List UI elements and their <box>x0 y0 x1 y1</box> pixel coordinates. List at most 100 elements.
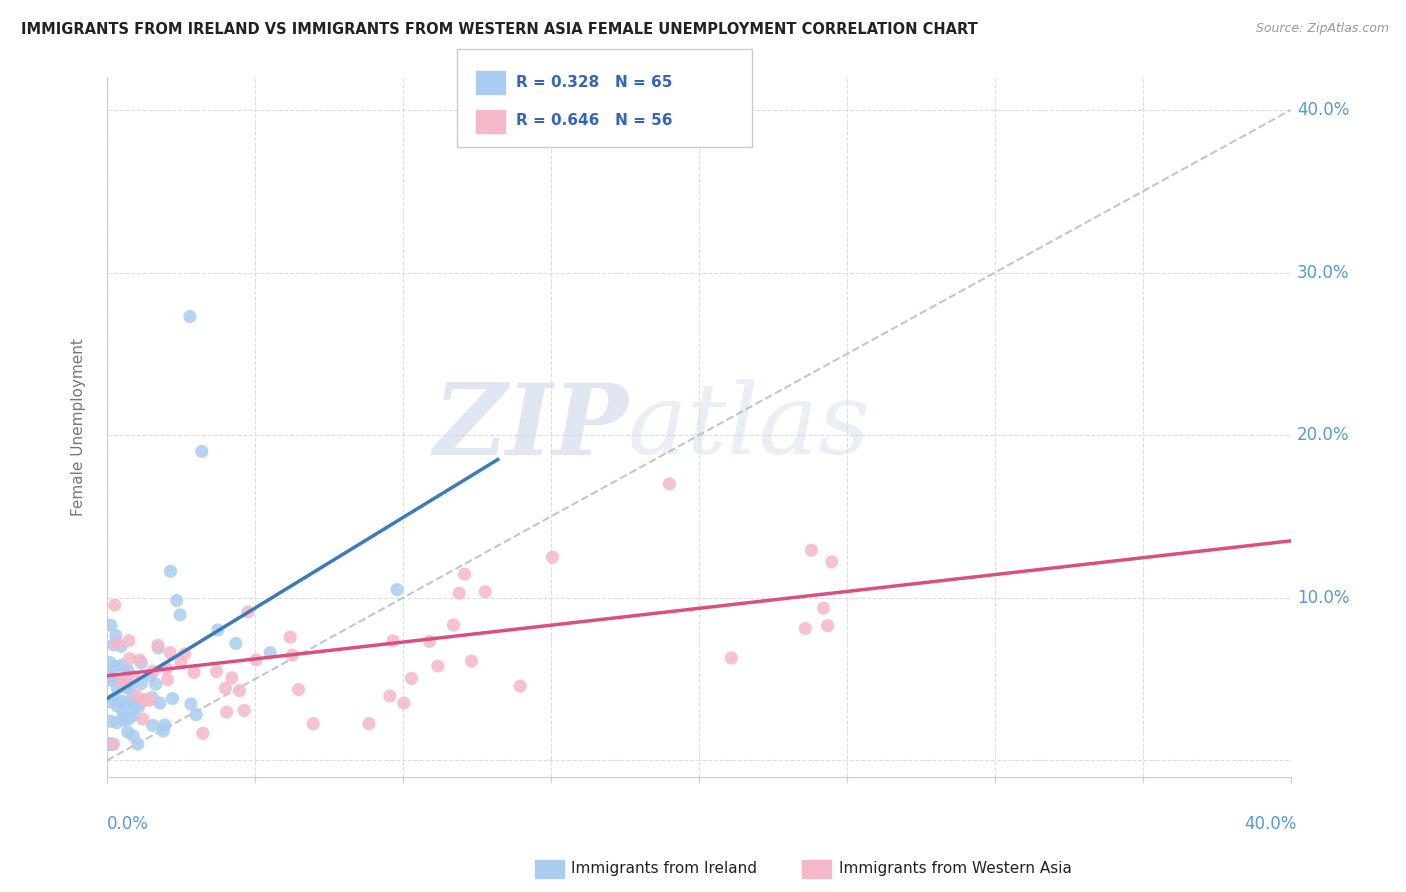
Text: 30.0%: 30.0% <box>1296 263 1350 282</box>
Point <box>114 714 136 728</box>
Point <box>142 665 165 679</box>
Point <box>98 737 121 751</box>
Point <box>97 737 120 751</box>
Point <box>103 737 125 751</box>
Point <box>117 725 139 739</box>
Point <box>112 710 135 724</box>
Point <box>720 651 742 665</box>
Point <box>97 670 120 684</box>
Point <box>122 708 145 723</box>
Point <box>173 647 195 661</box>
Point <box>149 696 172 710</box>
Y-axis label: Female Unemployment: Female Unemployment <box>72 338 86 516</box>
Text: 10.0%: 10.0% <box>1296 589 1350 607</box>
Point <box>118 633 141 648</box>
Point <box>474 584 496 599</box>
Point <box>146 638 169 652</box>
Text: IMMIGRANTS FROM IRELAND VS IMMIGRANTS FROM WESTERN ASIA FEMALE UNEMPLOYMENT CORR: IMMIGRANTS FROM IRELAND VS IMMIGRANTS FR… <box>21 22 977 37</box>
Point <box>401 672 423 686</box>
Text: 40.0%: 40.0% <box>1296 101 1350 119</box>
Point <box>821 555 844 569</box>
Point <box>97 737 120 751</box>
Point <box>110 640 132 654</box>
Point <box>148 640 170 655</box>
Point <box>281 648 304 662</box>
Point <box>104 598 127 612</box>
Point <box>118 652 141 666</box>
Text: R = 0.646   N = 56: R = 0.646 N = 56 <box>516 113 672 128</box>
Point <box>131 656 153 670</box>
Point <box>245 653 267 667</box>
Point <box>426 659 449 673</box>
Point <box>183 665 205 680</box>
Point <box>104 628 127 642</box>
Point <box>141 690 163 705</box>
Point <box>179 310 201 324</box>
Point <box>97 665 120 679</box>
Point <box>392 696 415 710</box>
Point <box>169 607 191 622</box>
Point <box>134 692 156 706</box>
Point <box>122 729 145 743</box>
Point <box>214 681 236 695</box>
Text: atlas: atlas <box>628 379 870 475</box>
Point <box>101 737 124 751</box>
Point <box>110 676 132 690</box>
Point <box>180 697 202 711</box>
Point <box>118 712 141 726</box>
Point <box>419 634 441 648</box>
Point <box>460 654 482 668</box>
Point <box>124 694 146 708</box>
Point <box>221 671 243 685</box>
Point <box>287 682 309 697</box>
Point <box>98 694 121 708</box>
Point <box>101 673 124 688</box>
Point <box>115 669 138 683</box>
Point <box>191 444 214 458</box>
Point <box>453 567 475 582</box>
Point <box>131 676 153 690</box>
Point <box>108 674 131 689</box>
Point <box>98 656 121 670</box>
Point <box>105 698 128 713</box>
Point <box>215 705 238 719</box>
Point <box>441 618 464 632</box>
Point <box>225 636 247 650</box>
Point <box>132 712 155 726</box>
Point <box>166 593 188 607</box>
Point <box>103 638 125 652</box>
Point <box>378 689 401 703</box>
Point <box>302 716 325 731</box>
Point <box>658 477 681 491</box>
Point <box>100 618 122 632</box>
Text: 40.0%: 40.0% <box>1244 815 1296 833</box>
Point <box>115 675 138 690</box>
Point <box>112 706 135 721</box>
Point <box>103 692 125 706</box>
Point <box>813 601 835 615</box>
Point <box>207 623 229 637</box>
Point <box>110 658 132 673</box>
Point <box>118 693 141 707</box>
Point <box>110 695 132 709</box>
Point <box>541 550 564 565</box>
Point <box>111 694 134 708</box>
Point <box>128 653 150 667</box>
Point <box>509 679 531 693</box>
Point <box>153 718 176 732</box>
Point <box>100 737 122 751</box>
Point <box>124 698 146 712</box>
Point <box>228 683 250 698</box>
Point <box>134 693 156 707</box>
Point <box>191 726 214 740</box>
Text: 0.0%: 0.0% <box>107 815 149 833</box>
Point <box>357 716 380 731</box>
Point <box>107 681 129 696</box>
Point <box>129 695 152 709</box>
Point <box>155 662 177 676</box>
Point <box>120 682 142 697</box>
Point <box>104 659 127 673</box>
Point <box>449 586 471 600</box>
Point <box>145 677 167 691</box>
Point <box>162 691 184 706</box>
